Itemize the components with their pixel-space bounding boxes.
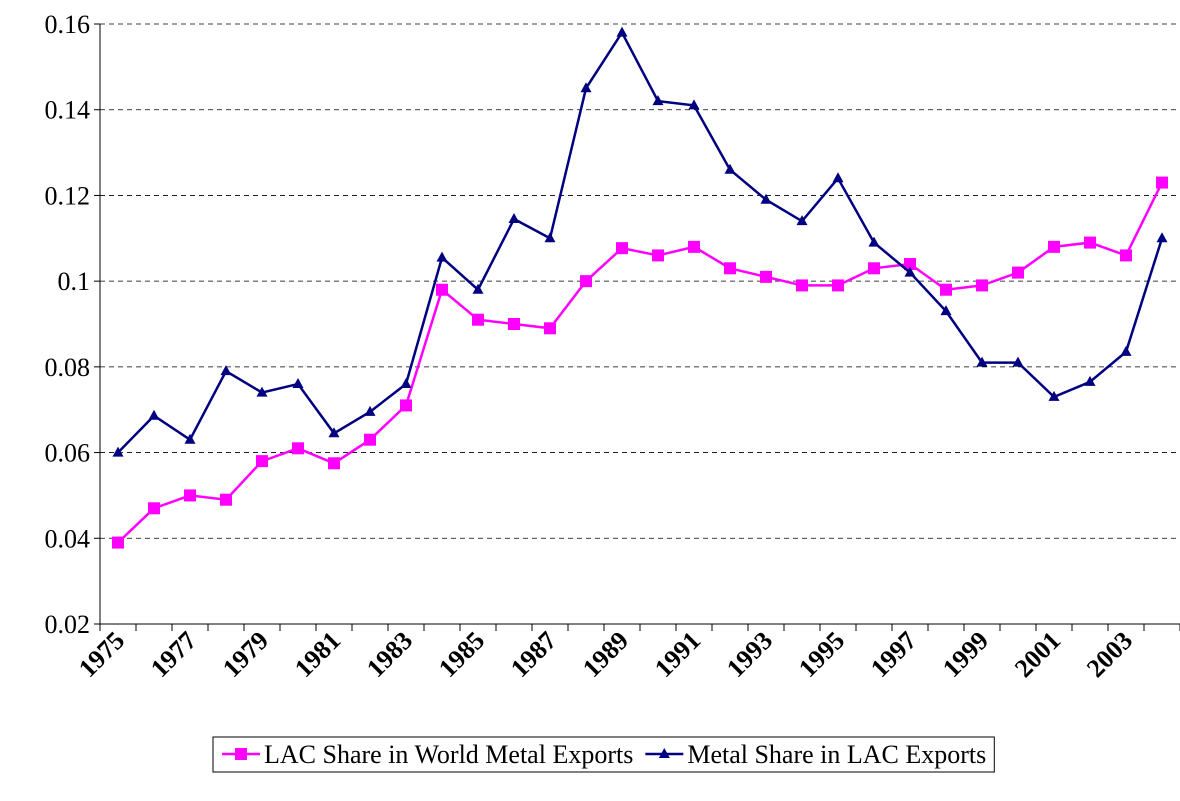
marker <box>1120 345 1132 356</box>
x-tick-label: 1983 <box>361 626 418 683</box>
marker <box>616 242 628 255</box>
marker <box>832 172 844 183</box>
marker <box>1048 240 1060 253</box>
marker <box>868 262 880 275</box>
marker <box>544 232 556 243</box>
marker <box>760 193 772 204</box>
y-tick-label: 0.14 <box>45 96 91 125</box>
legend-label: LAC Share in World Metal Exports <box>264 740 633 769</box>
marker <box>328 427 340 438</box>
marker <box>256 386 268 397</box>
marker <box>658 748 670 758</box>
marker <box>868 236 880 247</box>
legend: LAC Share in World Metal Exports Metal Sh… <box>212 736 995 773</box>
marker <box>652 249 664 262</box>
marker <box>184 489 196 502</box>
marker <box>796 279 808 292</box>
x-tick-label: 1985 <box>433 626 490 683</box>
marker <box>724 163 736 174</box>
marker <box>256 455 268 468</box>
x-tick-label: 1995 <box>793 626 850 683</box>
x-tick-label: 1979 <box>217 626 274 683</box>
marker <box>184 433 196 444</box>
marker <box>472 313 484 326</box>
y-tick-label: 0.16 <box>45 10 91 39</box>
marker <box>112 446 124 457</box>
marker <box>436 251 448 262</box>
marker <box>832 279 844 292</box>
y-tick-label: 0.02 <box>45 610 91 639</box>
x-tick-label: 1989 <box>577 626 634 683</box>
y-tick-label: 0.1 <box>58 267 91 296</box>
marker <box>544 322 556 335</box>
marker <box>796 215 808 226</box>
marker <box>688 99 700 110</box>
marker <box>1084 236 1096 249</box>
marker <box>976 356 988 367</box>
marker <box>1156 232 1168 243</box>
marker <box>328 457 340 470</box>
x-tick-label: 1999 <box>937 626 994 683</box>
marker <box>220 493 232 506</box>
marker <box>148 502 160 515</box>
y-tick-label: 0.04 <box>45 524 91 553</box>
marker <box>112 536 124 549</box>
x-tick-label: 1981 <box>289 626 346 683</box>
marker <box>652 95 664 106</box>
marker <box>508 213 520 223</box>
marker <box>292 442 304 455</box>
marker <box>400 399 412 412</box>
marker <box>688 240 700 253</box>
x-tick-label: 1987 <box>505 626 562 683</box>
x-tick-label: 1997 <box>865 626 922 683</box>
x-tick-label: 1977 <box>145 626 202 683</box>
marker <box>220 365 232 376</box>
legend-box <box>212 736 995 773</box>
marker <box>472 283 484 294</box>
marker <box>436 283 448 296</box>
marker <box>580 275 592 288</box>
marker <box>508 318 520 330</box>
y-tick-label: 0.06 <box>45 439 91 468</box>
marker <box>1084 375 1096 386</box>
marker <box>760 270 772 283</box>
y-tick-label: 0.08 <box>45 353 91 382</box>
x-tick-label: 1991 <box>649 626 706 683</box>
marker <box>148 409 160 420</box>
marker <box>364 433 376 446</box>
marker <box>235 748 247 760</box>
series-line <box>117 30 1164 454</box>
marker <box>400 378 412 388</box>
marker <box>940 283 952 296</box>
marker <box>1012 266 1024 279</box>
x-tick-label: 2003 <box>1081 626 1138 683</box>
marker <box>1156 176 1168 189</box>
marker <box>1120 249 1132 262</box>
marker <box>364 405 376 416</box>
marker <box>616 26 628 37</box>
marker <box>724 262 736 275</box>
marker <box>1048 390 1060 401</box>
marker <box>940 305 952 316</box>
marker <box>580 82 592 93</box>
marker <box>904 258 916 270</box>
marker <box>292 378 304 388</box>
marker <box>976 279 988 292</box>
x-tick-label: 1993 <box>721 626 778 683</box>
marker <box>1012 356 1024 367</box>
y-tick-label: 0.12 <box>45 181 91 210</box>
x-tick-label: 2001 <box>1009 626 1066 683</box>
marker <box>904 266 916 277</box>
legend-label: Metal Share in LAC Exports <box>687 740 986 769</box>
